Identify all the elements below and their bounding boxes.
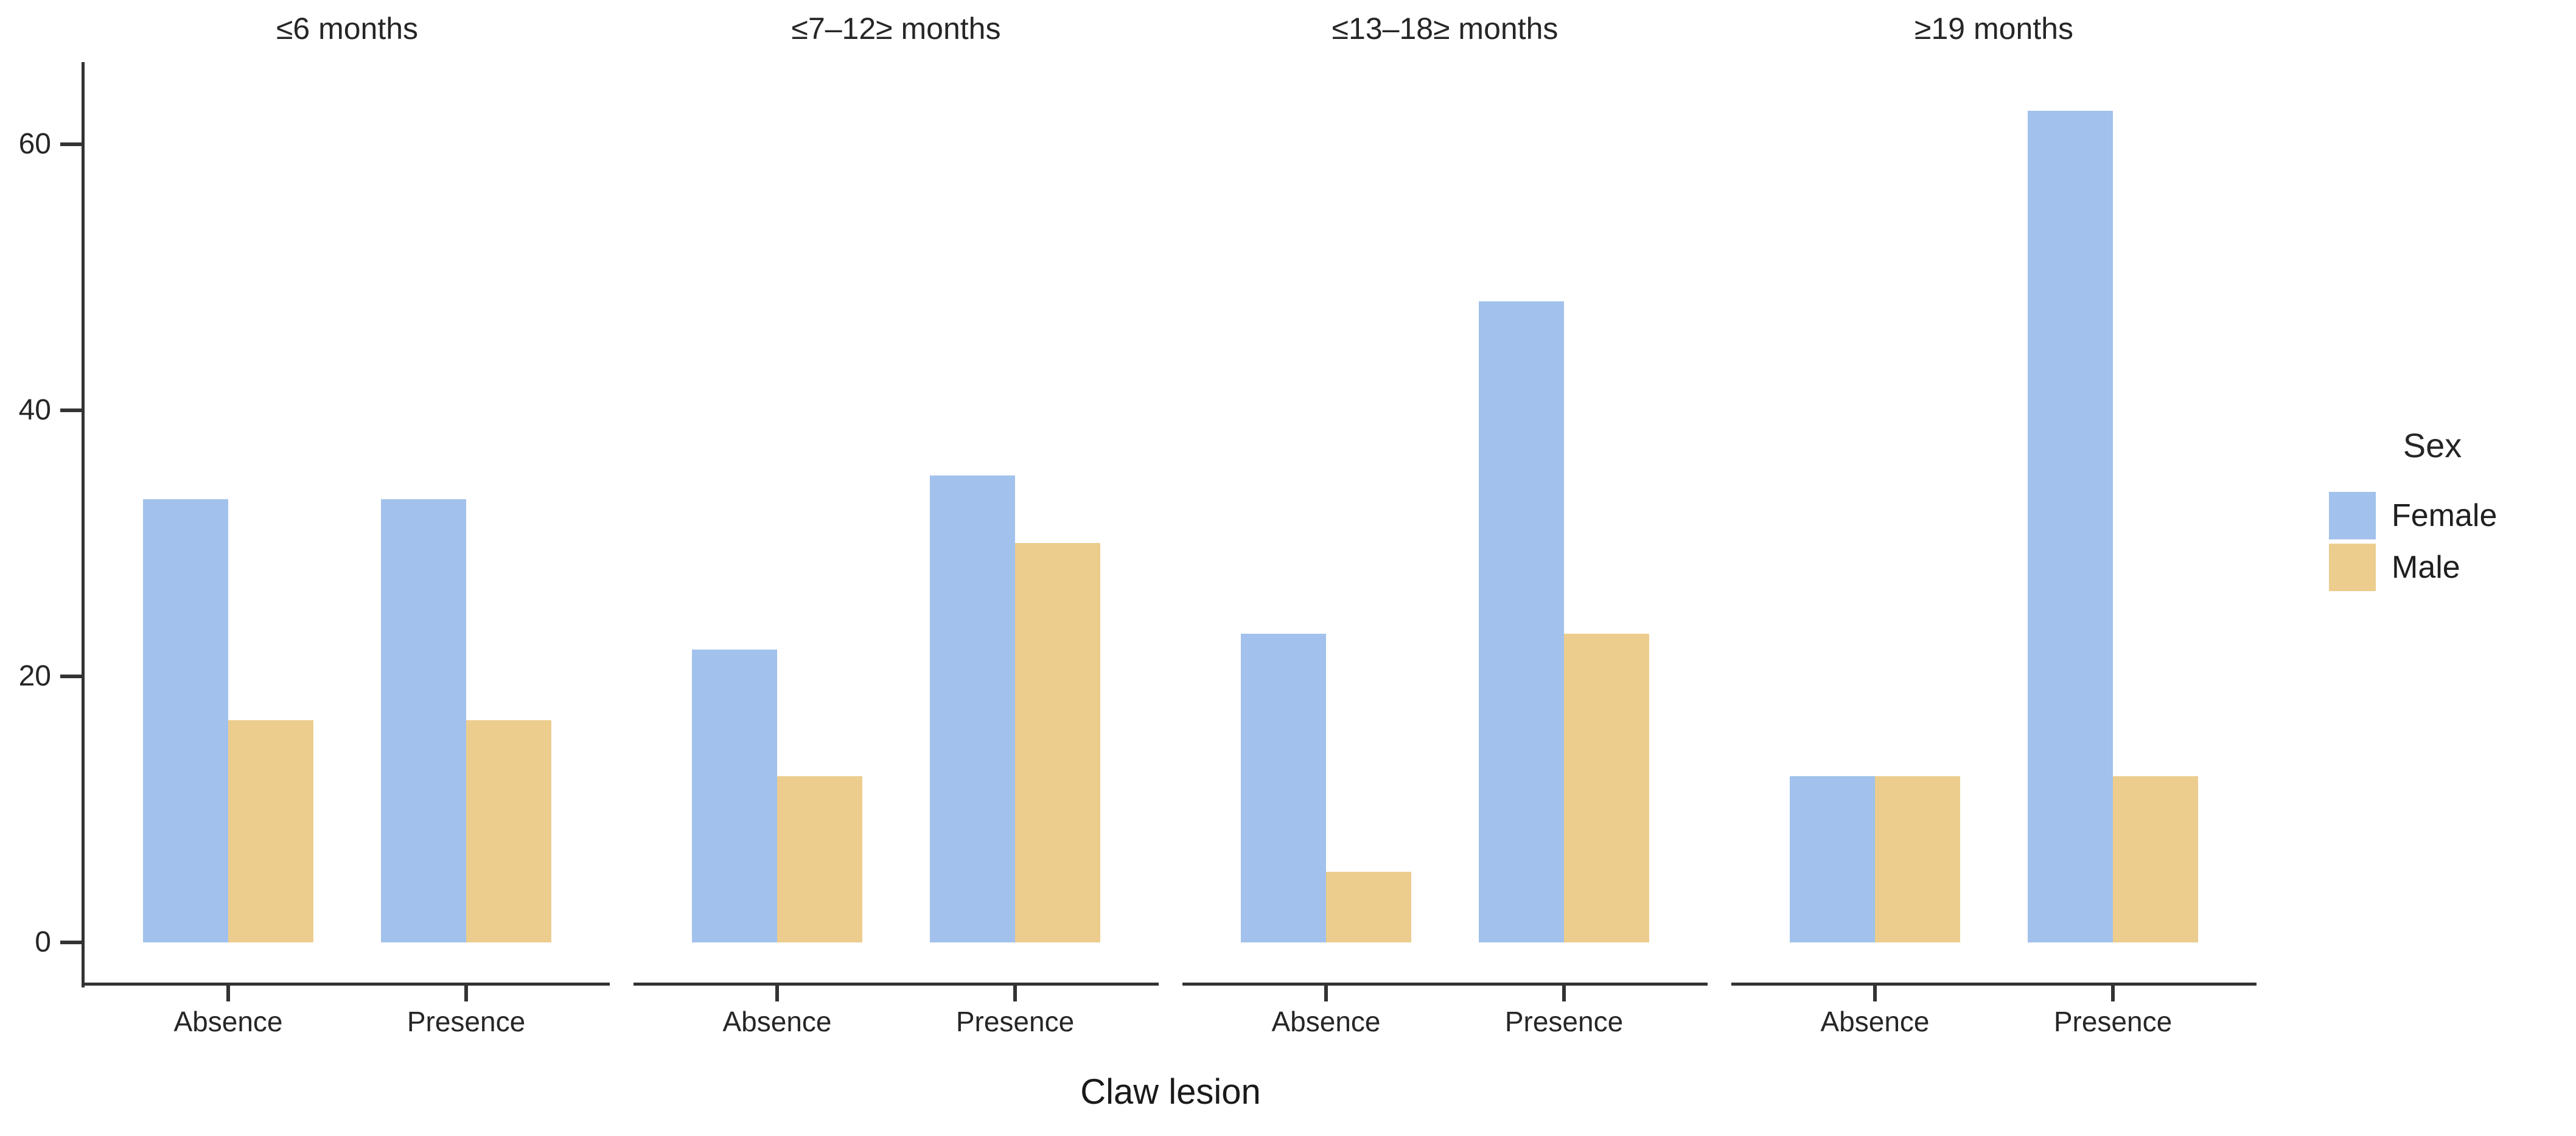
y-tick-mark — [60, 941, 82, 944]
y-tick-label: 40 — [18, 394, 51, 426]
x-tick-label: Presence — [2053, 1006, 2173, 1037]
y-tick-label: 60 — [18, 128, 51, 160]
x-axis-line — [82, 983, 610, 986]
legend-label-female: Female — [2392, 498, 2497, 533]
x-tick-mark — [2111, 986, 2115, 1001]
y-axis-line — [82, 62, 85, 987]
y-tick-mark — [60, 675, 82, 678]
legend-label-male: Male — [2392, 550, 2460, 585]
facet-title: ≤7–12≥ months — [791, 12, 1001, 46]
y-tick-label: 0 — [35, 926, 51, 958]
male-bar-presence — [466, 720, 551, 942]
x-tick-mark — [1562, 986, 1566, 1001]
male-bar-absence — [1875, 776, 1960, 942]
y-tick-mark — [60, 142, 82, 146]
x-tick-mark — [226, 986, 230, 1001]
female-bar-presence — [1479, 301, 1564, 942]
x-tick-label: Absence — [1820, 1006, 1930, 1037]
female-bar-presence — [2028, 111, 2113, 942]
x-tick-label: Absence — [173, 1006, 283, 1037]
x-axis-line — [634, 983, 1159, 986]
male-color-swatch — [2329, 544, 2376, 591]
x-tick-label: Absence — [1271, 1006, 1381, 1037]
male-bar-absence — [777, 776, 862, 942]
male-bar-presence — [1015, 543, 1100, 942]
x-tick-mark — [1324, 986, 1328, 1001]
male-bar-presence — [2113, 776, 2198, 942]
x-tick-mark — [775, 986, 779, 1001]
female-bar-presence — [381, 499, 466, 942]
facet-title: ≥19 months — [1915, 12, 2073, 46]
female-bar-absence — [1241, 634, 1326, 942]
x-tick-mark — [1013, 986, 1017, 1001]
male-bar-absence — [228, 720, 313, 942]
male-bar-absence — [1326, 872, 1411, 942]
x-tick-mark — [1873, 986, 1877, 1001]
x-tick-label: Absence — [722, 1006, 832, 1037]
x-tick-label: Presence — [955, 1006, 1075, 1037]
legend-title: Sex — [2403, 426, 2462, 465]
female-color-swatch — [2329, 492, 2376, 539]
x-tick-label: Presence — [1504, 1006, 1624, 1037]
x-axis-line — [1731, 983, 2257, 986]
y-tick-label: 20 — [18, 660, 51, 692]
female-bar-presence — [930, 475, 1015, 942]
x-tick-label: Presence — [407, 1006, 526, 1037]
facet-title: ≤6 months — [276, 12, 419, 46]
facet-title: ≤13–18≥ months — [1332, 12, 1559, 46]
x-axis-line — [1182, 983, 1708, 986]
female-bar-absence — [692, 650, 777, 942]
legend-entry-female: Female — [2329, 492, 2576, 539]
legend-entry-male: Male — [2329, 544, 2576, 591]
female-bar-absence — [143, 499, 228, 942]
x-axis-title: Claw lesion — [1080, 1072, 1261, 1112]
legend: Sex Female Male — [2329, 426, 2576, 595]
x-tick-mark — [464, 986, 468, 1001]
male-bar-presence — [1564, 634, 1649, 942]
y-tick-mark — [60, 408, 82, 412]
female-bar-absence — [1790, 776, 1875, 942]
